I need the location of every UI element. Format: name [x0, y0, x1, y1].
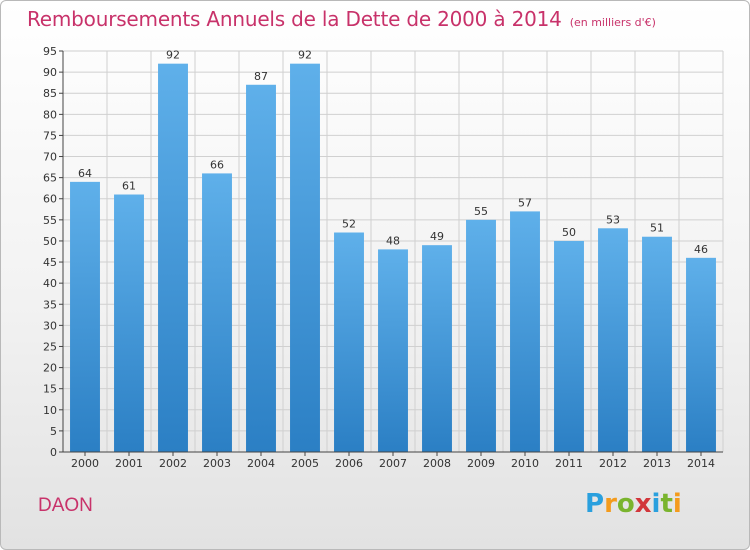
value-label: 87: [254, 70, 268, 83]
logo-letter: o: [616, 489, 635, 519]
value-label: 66: [210, 158, 224, 171]
bar: [554, 240, 584, 452]
bar: [466, 219, 496, 452]
title-text: Remboursements Annuels de la Dette de 20…: [27, 7, 562, 31]
x-tick-label: 2010: [511, 457, 539, 470]
y-tick-label: 45: [43, 256, 57, 269]
bar: [114, 194, 144, 452]
value-label: 55: [474, 205, 488, 218]
bar: [642, 236, 672, 452]
y-tick-label: 15: [43, 383, 57, 396]
axes: 0 5 10 15 20 25 30 35 40 45 50 55 60 65 70 75 80 85 90 95 20…: [43, 45, 723, 470]
y-tick-label: 80: [43, 108, 57, 121]
y-tick-label: 0: [50, 446, 57, 459]
value-label: 64: [78, 167, 92, 180]
chart-title: Remboursements Annuels de la Dette de 20…: [27, 7, 656, 31]
value-label: 92: [298, 49, 312, 62]
bar: [422, 245, 452, 452]
y-tick-label: 70: [43, 151, 57, 164]
value-label: 61: [122, 180, 136, 193]
bar: [378, 249, 408, 452]
x-tick-label: 2012: [599, 457, 627, 470]
value-label: 49: [430, 230, 444, 243]
x-tick-label: 2000: [71, 457, 99, 470]
y-tick-label: 30: [43, 319, 57, 332]
logo-letter: x: [634, 489, 652, 519]
value-label: 92: [166, 49, 180, 62]
bar: [598, 228, 628, 452]
x-tick-label: 2006: [335, 457, 363, 470]
proxiti-logo[interactable]: Proxiti: [585, 489, 682, 519]
chart-subtitle: (en milliers d'€): [569, 16, 656, 29]
y-tick-label: 65: [43, 172, 57, 185]
x-tick-label: 2005: [291, 457, 319, 470]
bar: [202, 173, 232, 452]
bars: [70, 63, 716, 453]
y-tick-label: 25: [43, 340, 57, 353]
value-label: 46: [694, 243, 708, 256]
x-tick-label: 2002: [159, 457, 187, 470]
x-tick-label: 2003: [203, 457, 231, 470]
value-label: 48: [386, 234, 400, 247]
value-label: 57: [518, 196, 532, 209]
x-tick-label: 2014: [687, 457, 715, 470]
x-tick-label: 2004: [247, 457, 275, 470]
value-label: 51: [650, 222, 664, 235]
x-tick-label: 2011: [555, 457, 583, 470]
bar: [158, 63, 188, 453]
bar: [70, 181, 100, 452]
value-label: 53: [606, 213, 620, 226]
x-tick-label: 2008: [423, 457, 451, 470]
y-tick-label: 35: [43, 298, 57, 311]
bar: [290, 63, 320, 453]
bar: [334, 232, 364, 452]
y-tick-label: 85: [43, 87, 57, 100]
logo-letter: i: [651, 489, 661, 519]
bar: [246, 84, 276, 452]
place-name: DAON: [38, 495, 93, 516]
y-tick-label: 95: [43, 45, 57, 58]
y-tick-label: 50: [43, 235, 57, 248]
y-tick-label: 10: [43, 404, 57, 417]
bar: [686, 257, 716, 452]
logo-letter: P: [585, 489, 605, 519]
y-tick-label: 55: [43, 214, 57, 227]
x-tick-label: 2007: [379, 457, 407, 470]
logo-letter: i: [672, 489, 682, 519]
bar: [510, 211, 540, 452]
y-tick-label: 20: [43, 362, 57, 375]
data-labels: 64 61 92 66 87 92 52 48 49 55 57 50 53 51 46: [78, 49, 708, 256]
value-label: 50: [562, 226, 576, 239]
y-tick-label: 40: [43, 277, 57, 290]
x-tick-label: 2001: [115, 457, 143, 470]
value-label: 52: [342, 218, 356, 231]
x-tick-label: 2013: [643, 457, 671, 470]
x-tick-label: 2009: [467, 457, 495, 470]
logo-letter: t: [660, 489, 673, 519]
y-tick-label: 75: [43, 129, 57, 142]
y-tick-label: 5: [50, 425, 57, 438]
y-tick-label: 90: [43, 66, 57, 79]
logo-letter: r: [604, 489, 617, 519]
y-tick-label: 60: [43, 193, 57, 206]
